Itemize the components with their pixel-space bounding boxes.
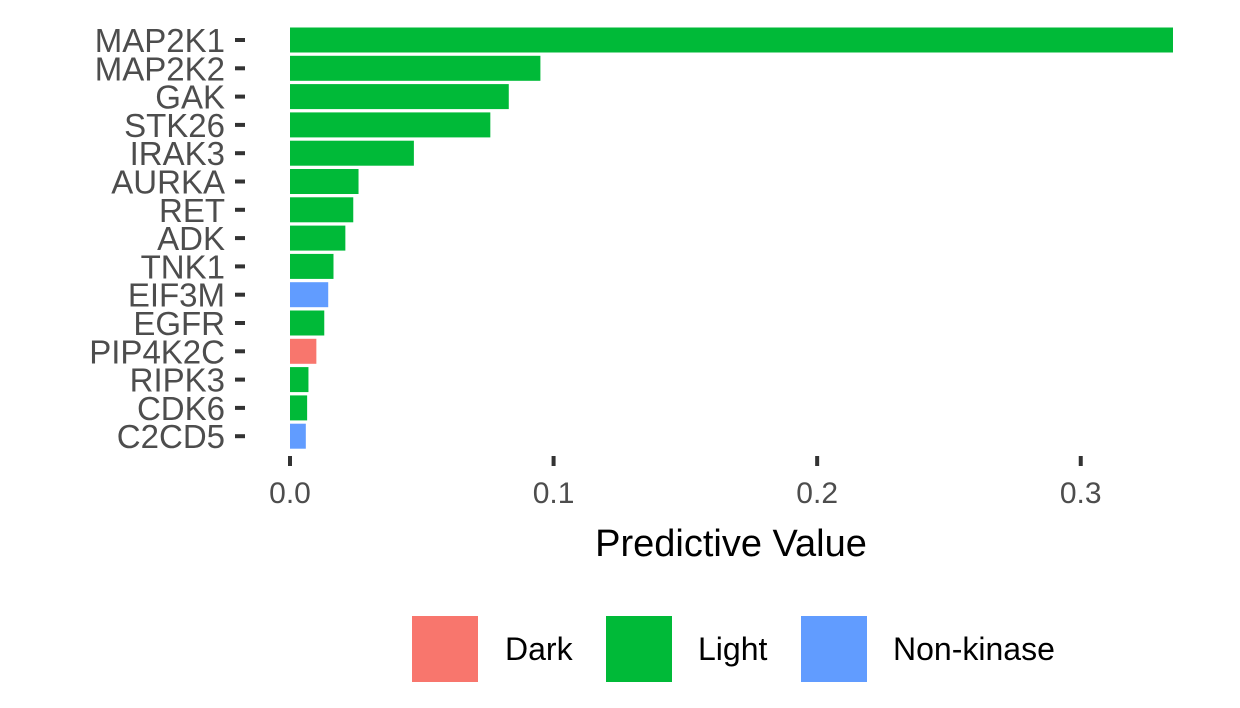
legend: Dark Light Non-kinase	[410, 614, 1055, 684]
bar-gak	[290, 84, 509, 110]
bar-map2k2	[290, 55, 541, 81]
y-axis: MAP2K1MAP2K2GAKSTK26IRAK3AURKARETADKTNK1…	[89, 22, 245, 455]
y-tick-label-tnk1: TNK1	[141, 248, 225, 285]
bar-aurka	[290, 169, 359, 194]
y-tick-label-map2k1: MAP2K1	[95, 22, 225, 59]
legend-swatch-light	[604, 614, 674, 684]
bar-map2k1	[290, 27, 1173, 53]
x-tick-label-0-0: 0.0	[269, 477, 311, 510]
x-axis-title: Predictive Value	[595, 523, 867, 565]
legend-label-non-kinase: Non-kinase	[893, 631, 1055, 667]
bar-adk	[290, 225, 346, 251]
y-tick-label-ret: RET	[159, 192, 225, 229]
bars-layer	[290, 27, 1173, 449]
bar-egfr	[290, 310, 325, 336]
bar-stk26	[290, 112, 491, 138]
x-axis: 0.0 0.1 0.2 0.3	[269, 456, 1102, 510]
y-tick-label-cdk6: CDK6	[137, 390, 225, 427]
y-tick-label-egfr: EGFR	[133, 305, 225, 342]
y-tick-label-pip4k2c: PIP4K2C	[89, 333, 225, 370]
y-tick-label-stk26: STK26	[124, 107, 225, 144]
bar-cdk6	[290, 395, 308, 421]
x-tick-label-0-3: 0.3	[1060, 477, 1102, 510]
bar-eif3m	[290, 282, 329, 308]
y-tick-label-irak3: IRAK3	[130, 135, 225, 172]
bar-irak3	[290, 140, 414, 166]
legend-swatch-dark	[410, 614, 480, 684]
legend-label-light: Light	[698, 631, 768, 667]
bar-ret	[290, 197, 354, 223]
y-tick-label-ripk3: RIPK3	[130, 362, 225, 399]
x-tick-label-0-1: 0.1	[533, 477, 575, 510]
bar-ripk3	[290, 367, 309, 393]
x-tick-label-0-2: 0.2	[796, 477, 838, 510]
bar-tnk1	[290, 253, 334, 279]
legend-swatch-non-kinase	[799, 614, 869, 684]
y-tick-label-adk: ADK	[157, 220, 225, 257]
legend-label-dark: Dark	[505, 631, 574, 667]
y-tick-label-eif3m: EIF3M	[128, 277, 225, 314]
bar-c2cd5	[290, 423, 306, 449]
y-tick-label-gak: GAK	[155, 79, 225, 116]
y-tick-label-c2cd5: C2CD5	[117, 418, 225, 455]
y-tick-label-aurka: AURKA	[111, 164, 225, 201]
bar-pip4k2c	[290, 338, 317, 364]
y-tick-label-map2k2: MAP2K2	[95, 50, 225, 87]
